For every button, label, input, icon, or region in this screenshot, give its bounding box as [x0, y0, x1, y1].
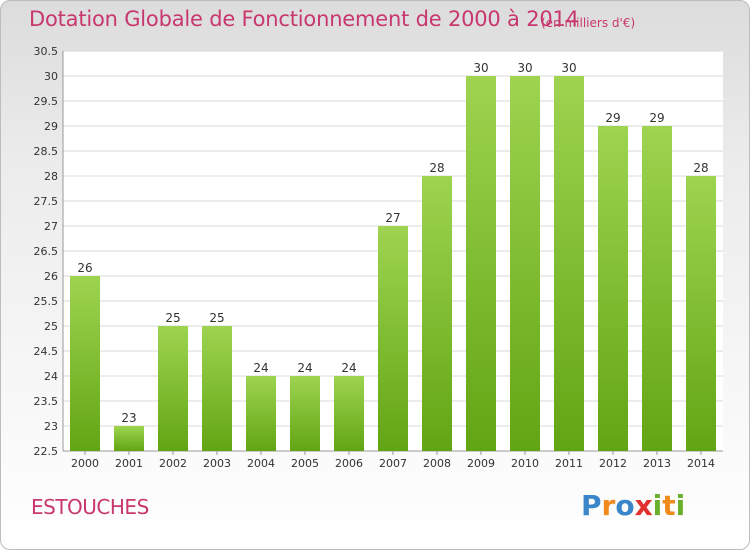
- y-tick-label: 29: [44, 120, 58, 133]
- bar: [202, 326, 232, 451]
- y-tick-label: 26.5: [34, 245, 59, 258]
- x-tick-label: 2005: [291, 457, 319, 470]
- data-label: 25: [209, 311, 224, 325]
- logo-letter: r: [601, 489, 616, 522]
- x-tick-label: 2006: [335, 457, 363, 470]
- y-tick-label: 23: [44, 420, 58, 433]
- x-tick-label: 2010: [511, 457, 539, 470]
- x-tick-label: 2000: [71, 457, 99, 470]
- data-label: 24: [341, 361, 356, 375]
- bar: [466, 76, 496, 451]
- bar: [378, 226, 408, 451]
- y-tick-label: 27.5: [34, 195, 59, 208]
- proxiti-logo[interactable]: Proxiti: [581, 489, 685, 522]
- bar: [598, 126, 628, 451]
- bar: [510, 76, 540, 451]
- logo-letter: P: [581, 489, 602, 522]
- y-tick-label: 24.5: [34, 345, 59, 358]
- logo-letter: i: [652, 489, 663, 522]
- bar: [158, 326, 188, 451]
- logo-letter: t: [662, 489, 676, 522]
- data-label: 26: [77, 261, 92, 275]
- bar: [642, 126, 672, 451]
- bar: [114, 426, 144, 451]
- y-tick-label: 27: [44, 220, 58, 233]
- data-label: 27: [385, 211, 400, 225]
- chart-subtitle: (en milliers d'€): [541, 16, 636, 30]
- logo-letter: x: [634, 489, 653, 522]
- y-tick-label: 29.5: [34, 95, 59, 108]
- y-tick-label: 25.5: [34, 295, 59, 308]
- data-label: 30: [561, 61, 576, 75]
- x-tick-label: 2004: [247, 457, 275, 470]
- y-tick-label: 28.5: [34, 145, 59, 158]
- bar: [422, 176, 452, 451]
- y-tick-label: 24: [44, 370, 58, 383]
- logo-letter: i: [675, 489, 686, 522]
- y-tick-label: 22.5: [34, 445, 59, 458]
- bar: [686, 176, 716, 451]
- data-label: 23: [121, 411, 136, 425]
- bar: [246, 376, 276, 451]
- bar: [334, 376, 364, 451]
- data-label: 29: [605, 111, 620, 125]
- x-tick-label: 2013: [643, 457, 671, 470]
- data-label: 28: [693, 161, 708, 175]
- logo-letter: o: [615, 489, 635, 522]
- y-tick-label: 28: [44, 170, 58, 183]
- bar: [554, 76, 584, 451]
- x-tick-label: 2012: [599, 457, 627, 470]
- data-label: 25: [165, 311, 180, 325]
- y-tick-label: 26: [44, 270, 58, 283]
- y-tick-label: 30.5: [34, 45, 59, 58]
- x-tick-label: 2003: [203, 457, 231, 470]
- data-label: 30: [517, 61, 532, 75]
- x-tick-label: 2002: [159, 457, 187, 470]
- y-tick-label: 30: [44, 70, 58, 83]
- y-tick-label: 23.5: [34, 395, 59, 408]
- data-label: 30: [473, 61, 488, 75]
- x-tick-label: 2001: [115, 457, 143, 470]
- data-label: 29: [649, 111, 664, 125]
- bar: [70, 276, 100, 451]
- place-name: ESTOUCHES: [31, 495, 149, 519]
- x-tick-label: 2011: [555, 457, 583, 470]
- x-tick-label: 2007: [379, 457, 407, 470]
- x-tick-label: 2014: [687, 457, 715, 470]
- data-label: 24: [297, 361, 312, 375]
- data-label: 24: [253, 361, 268, 375]
- bar: [290, 376, 320, 451]
- y-tick-label: 25: [44, 320, 58, 333]
- chart-title: Dotation Globale de Fonctionnement de 20…: [29, 7, 579, 31]
- x-tick-label: 2009: [467, 457, 495, 470]
- data-label: 28: [429, 161, 444, 175]
- x-tick-label: 2008: [423, 457, 451, 470]
